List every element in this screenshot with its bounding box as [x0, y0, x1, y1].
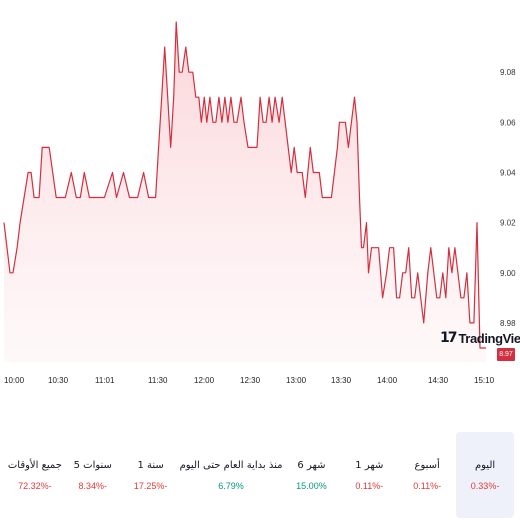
period-label: أسبوع [414, 459, 440, 471]
price-line [3, 21, 486, 349]
period-label: 6 شهر [297, 459, 326, 471]
x-tick-label: 14:30 [428, 376, 449, 385]
y-tick-label: 9.02 [500, 219, 516, 228]
period-change-value: 72.32%- [18, 480, 52, 491]
period-label: اليوم [474, 459, 496, 471]
y-tick-label: 9.06 [500, 118, 516, 127]
tradingview-watermark: 17 TradingView [440, 330, 520, 346]
last-price-label: 8.97 [497, 348, 515, 361]
x-tick-label: 11:30 [148, 376, 168, 385]
period-change-value: 0.11%- [355, 480, 384, 491]
x-tick-label: 13:30 [331, 376, 352, 385]
x-tick-label: 12:30 [240, 376, 261, 385]
period-tab[interactable]: أسبوع 0.11%- [398, 432, 456, 518]
period-tab[interactable]: منذ بداية العام حتى اليوم 6.79% [180, 432, 283, 518]
x-tick-label: 14:00 [377, 376, 398, 385]
x-tick-label: 10:30 [48, 376, 69, 385]
period-label: منذ بداية العام حتى اليوم [179, 459, 283, 471]
chart-canvas[interactable]: 9.08 9.06 9.04 9.02 9.00 8.98 10:00 10:30 11:01… [0, 0, 520, 395]
period-change-value: 6.79% [218, 480, 244, 491]
period-tab[interactable]: 5 سنوات 8.34%- [64, 432, 122, 518]
period-change-value: 0.33%- [470, 480, 500, 491]
x-tick-label: 10:00 [4, 376, 25, 385]
period-label: 5 سنوات [73, 459, 112, 471]
y-tick-label: 9.00 [500, 269, 516, 278]
x-tick-label: 15:10 [474, 376, 495, 385]
price-chart[interactable]: 9.08 9.06 9.04 9.02 9.00 8.98 10:00 10:30 11:01… [0, 0, 520, 395]
period-label: جميع الأوقات [7, 459, 62, 471]
y-tick-label: 8.98 [500, 319, 516, 328]
price-area-fill [4, 22, 486, 362]
period-tab[interactable]: 6 شهر 15.00% [283, 432, 341, 518]
x-tick-label: 11:01 [95, 376, 115, 385]
period-label: 1 سنة [137, 459, 164, 471]
tradingview-logo-icon: 17 [440, 330, 458, 346]
period-tab[interactable]: جميع الأوقات 72.32%- [6, 432, 64, 518]
y-tick-label: 9.04 [500, 169, 516, 178]
tradingview-wordmark: TradingView [458, 330, 520, 346]
x-tick-label: 12:00 [194, 376, 215, 385]
period-tabs: اليوم 0.33%- أسبوع 0.11%- 1 شهر 0.11%- 6 شهر 15… [0, 432, 520, 518]
period-tab[interactable]: اليوم 0.33%- [456, 432, 514, 518]
x-tick-label: 13:00 [286, 376, 307, 385]
period-change-value: 0.11%- [413, 480, 442, 491]
period-tab[interactable]: 1 سنة 17.25%- [122, 432, 180, 518]
period-tab[interactable]: 1 شهر 0.11%- [340, 432, 398, 518]
period-label: 1 شهر [355, 459, 384, 471]
period-change-value: 17.25%- [133, 480, 168, 491]
period-change-value: 15.00% [296, 480, 327, 491]
period-change-value: 8.34%- [78, 480, 108, 491]
y-tick-label: 9.08 [500, 68, 516, 77]
